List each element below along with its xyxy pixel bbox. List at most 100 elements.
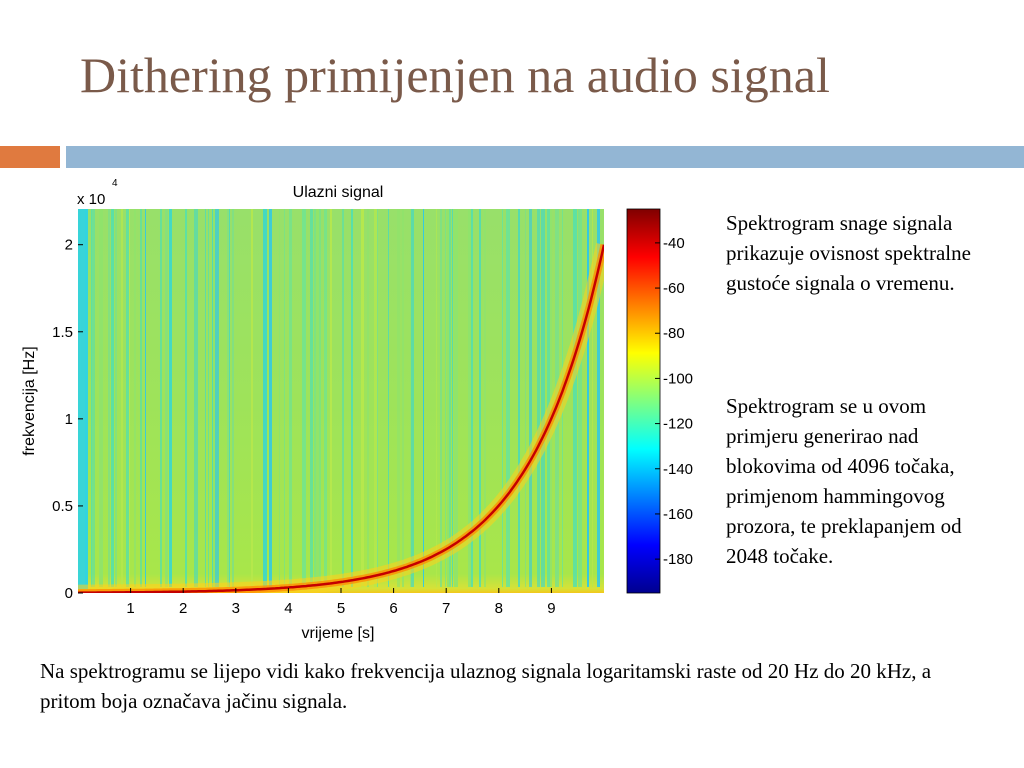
- spectral-stripe: [525, 209, 526, 587]
- x-tick-label: 2: [179, 600, 187, 617]
- spectral-stripe: [342, 209, 344, 587]
- spectral-stripe: [506, 209, 510, 587]
- spectral-stripe: [145, 209, 146, 587]
- spectral-stripe: [436, 209, 437, 587]
- spectral-stripe: [361, 209, 364, 587]
- y-tick-label: 2: [65, 237, 73, 254]
- spectral-stripe: [302, 209, 306, 587]
- colorbar-tick-label: -40: [663, 235, 685, 252]
- spectral-stripe: [319, 209, 321, 587]
- accent-bar-orange: [0, 146, 60, 168]
- spectral-stripe: [330, 209, 332, 587]
- spectral-stripe: [165, 209, 168, 587]
- x-axis: 1 2 3 4 5 6 7 8 9: [126, 588, 556, 617]
- spectral-stripe: [229, 209, 230, 587]
- spectral-stripe: [550, 209, 552, 587]
- colorbar-tick-label: -180: [663, 551, 693, 568]
- spectral-stripe: [447, 209, 449, 587]
- spectral-stripe: [410, 209, 411, 587]
- spectral-stripe: [377, 209, 378, 587]
- spectral-stripe: [160, 209, 162, 587]
- spectral-stripe: [134, 209, 136, 587]
- spectral-stripe: [91, 209, 92, 587]
- spectral-stripe: [263, 209, 267, 587]
- spectral-stripe: [484, 209, 486, 587]
- spectral-stripe: [169, 209, 172, 587]
- accent-bar-blue: [66, 146, 1024, 168]
- spectral-stripe: [374, 209, 377, 587]
- spectral-stripe: [212, 209, 213, 587]
- y-multiplier-label: x 10: [77, 191, 105, 208]
- spectral-stripe: [388, 209, 389, 587]
- spectral-stripe: [310, 209, 313, 587]
- spectral-stripe: [111, 209, 114, 587]
- x-tick-label: 4: [284, 600, 292, 617]
- spectral-stripe: [92, 209, 95, 587]
- colorbar-tick-label: -160: [663, 506, 693, 523]
- spectral-stripe: [205, 209, 206, 587]
- colorbar-tick-label: -80: [663, 325, 685, 342]
- y-tick-label: 0.5: [52, 498, 73, 515]
- x-axis-label: vrijeme [s]: [302, 625, 375, 642]
- spectral-stripe: [578, 209, 582, 587]
- sweep-curve: [78, 244, 604, 593]
- colorbar-ticks: -40 -60 -80 -100 -120 -140 -160 -180: [655, 235, 693, 568]
- spectral-stripe: [140, 209, 142, 587]
- spectral-stripe: [529, 209, 532, 587]
- x-tick-label: 9: [547, 600, 555, 617]
- spectral-stripe: [324, 209, 327, 587]
- spectral-stripe: [518, 209, 520, 587]
- spectral-stripe: [115, 209, 117, 587]
- spectral-stripe: [208, 209, 209, 587]
- y-axis-label: frekvencija [Hz]: [21, 346, 38, 455]
- x-tick-label: 8: [495, 600, 503, 617]
- spectral-stripe: [194, 209, 198, 587]
- spectral-stripe: [573, 209, 577, 587]
- spectral-stripe: [215, 209, 219, 587]
- spectral-stripe: [279, 209, 280, 587]
- spectral-stripe: [185, 209, 187, 587]
- x-tick-label: 6: [389, 600, 397, 617]
- spectral-stripe: [541, 209, 545, 587]
- colorbar: [626, 208, 661, 594]
- colorbar-tick-label: -140: [663, 461, 693, 478]
- spectral-stripe: [452, 209, 453, 587]
- spectral-stripe: [468, 209, 471, 587]
- spectral-stripe: [121, 209, 123, 587]
- spectral-stripe: [316, 209, 319, 587]
- spectral-stripe: [537, 209, 540, 587]
- spectral-stripe: [367, 209, 369, 587]
- spectral-stripe: [108, 209, 110, 587]
- y-tick-label: 1: [65, 411, 73, 428]
- spectral-stripe: [471, 209, 473, 587]
- colorbar-tick-label: -60: [663, 280, 685, 297]
- spectral-stripe: [227, 209, 229, 587]
- spectral-stripe: [423, 209, 424, 587]
- spectral-stripe: [397, 209, 400, 587]
- spectral-stripe: [502, 209, 503, 587]
- spectral-stripe: [351, 209, 353, 587]
- spectral-stripe: [445, 209, 446, 587]
- colorbar-tick-label: -120: [663, 416, 693, 433]
- spectral-stripe: [251, 209, 253, 587]
- spectral-stripe: [289, 209, 292, 587]
- spectral-stripe: [213, 209, 215, 587]
- y-axis: 0 0.5 1 1.5 2: [52, 237, 83, 602]
- spectral-stripe: [99, 209, 103, 587]
- spectral-stripe: [449, 209, 451, 587]
- slide-title: Dithering primijenjen na audio signal: [80, 47, 830, 103]
- spectral-stripe: [129, 209, 130, 587]
- spectral-stripe: [269, 209, 272, 587]
- side-paragraph-1: Spektrogram snage signala prikazuje ovis…: [726, 211, 971, 295]
- spectral-stripe: [232, 209, 234, 587]
- chart-title: Ulazni signal: [293, 184, 384, 201]
- spectral-stripe: [587, 209, 589, 587]
- x-tick-label: 3: [232, 600, 240, 617]
- x-tick-label: 1: [126, 600, 134, 617]
- spectral-stripe: [592, 209, 593, 587]
- y-multiplier-exponent: 4: [112, 178, 118, 189]
- spectral-stripes: [78, 209, 600, 589]
- sweep-line: [78, 244, 604, 593]
- bottom-paragraph: Na spektrogramu se lijepo vidi kako frek…: [40, 659, 932, 713]
- spectral-stripe: [78, 209, 88, 589]
